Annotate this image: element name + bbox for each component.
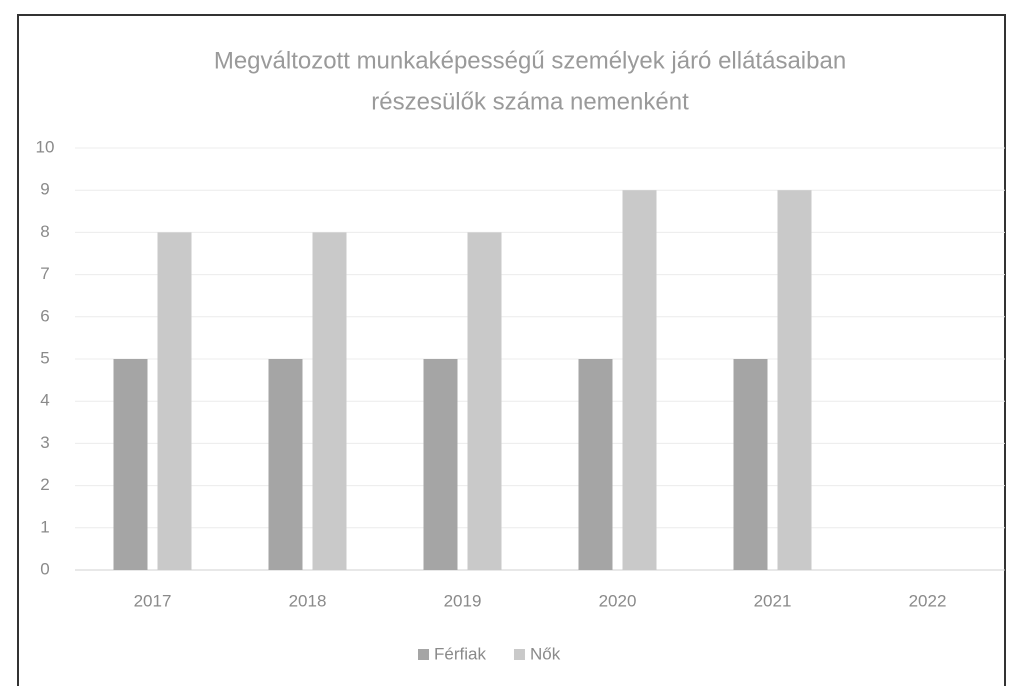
y-tick-label: 4 <box>40 391 49 410</box>
y-tick-label: 2 <box>40 475 49 494</box>
y-tick-label: 3 <box>40 433 49 452</box>
y-tick-label: 5 <box>40 348 49 367</box>
chart-title: Megváltozott munkaképességű személyek já… <box>214 47 846 74</box>
bar <box>777 190 812 570</box>
x-tick-label: 2022 <box>909 591 947 610</box>
y-tick-label: 6 <box>40 306 49 325</box>
y-tick-label: 0 <box>40 559 49 578</box>
bar <box>733 359 768 570</box>
x-tick-label: 2018 <box>289 591 327 610</box>
legend-label: Nők <box>530 644 561 663</box>
bar <box>423 359 458 570</box>
y-tick-label: 1 <box>40 517 49 536</box>
x-tick-label: 2017 <box>134 591 172 610</box>
bar <box>622 190 657 570</box>
chart-title: részesülők száma nemenként <box>371 88 689 115</box>
bar <box>578 359 613 570</box>
bar <box>157 232 192 570</box>
legend-swatch <box>513 649 525 660</box>
legend-swatch <box>418 649 429 660</box>
x-tick-label: 2020 <box>599 591 637 610</box>
bar <box>467 232 502 570</box>
x-tick-label: 2021 <box>754 591 792 610</box>
bar <box>268 359 303 570</box>
y-tick-label: 10 <box>36 137 55 156</box>
x-tick-label: 2019 <box>444 591 482 610</box>
bar <box>312 232 347 570</box>
y-tick-label: 8 <box>40 222 49 241</box>
y-tick-label: 9 <box>40 180 49 199</box>
y-tick-label: 7 <box>40 264 49 283</box>
bar <box>113 359 148 570</box>
legend-label: Férfiak <box>434 644 486 663</box>
